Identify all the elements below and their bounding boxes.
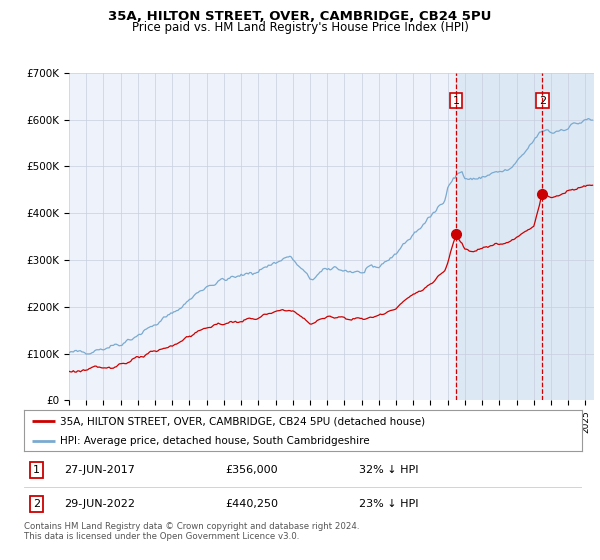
- Text: 23% ↓ HPI: 23% ↓ HPI: [359, 499, 418, 509]
- Text: 35A, HILTON STREET, OVER, CAMBRIDGE, CB24 5PU: 35A, HILTON STREET, OVER, CAMBRIDGE, CB2…: [109, 10, 491, 23]
- Text: HPI: Average price, detached house, South Cambridgeshire: HPI: Average price, detached house, Sout…: [60, 436, 370, 446]
- Text: 29-JUN-2022: 29-JUN-2022: [64, 499, 135, 509]
- Text: Price paid vs. HM Land Registry's House Price Index (HPI): Price paid vs. HM Land Registry's House …: [131, 21, 469, 34]
- Text: 32% ↓ HPI: 32% ↓ HPI: [359, 465, 418, 475]
- Bar: [456, 73, 594, 400]
- Text: £440,250: £440,250: [225, 499, 278, 509]
- Text: 1: 1: [452, 96, 460, 106]
- Text: Contains HM Land Registry data © Crown copyright and database right 2024.
This d: Contains HM Land Registry data © Crown c…: [24, 522, 359, 542]
- Text: £356,000: £356,000: [225, 465, 278, 475]
- Text: 1: 1: [33, 465, 40, 475]
- Text: 27-JUN-2017: 27-JUN-2017: [64, 465, 135, 475]
- Text: 2: 2: [539, 96, 546, 106]
- Text: 35A, HILTON STREET, OVER, CAMBRIDGE, CB24 5PU (detached house): 35A, HILTON STREET, OVER, CAMBRIDGE, CB2…: [60, 417, 425, 426]
- Text: 2: 2: [33, 499, 40, 509]
